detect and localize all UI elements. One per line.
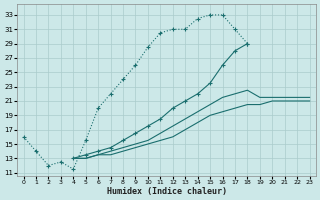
X-axis label: Humidex (Indice chaleur): Humidex (Indice chaleur) <box>107 187 227 196</box>
